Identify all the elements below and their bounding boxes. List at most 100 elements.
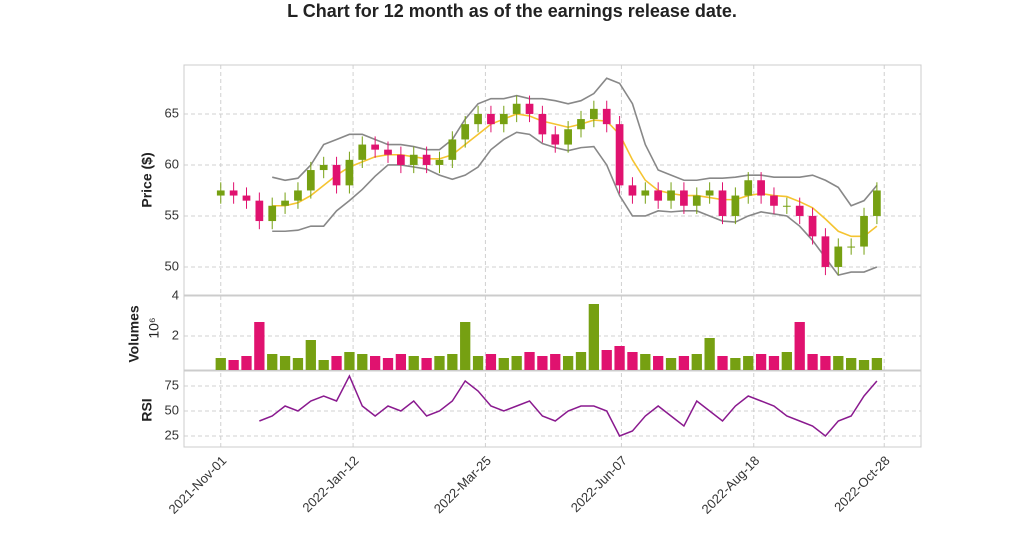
candle-body	[512, 103, 521, 114]
x-tick-label: 2022-Jun-07	[568, 453, 630, 515]
band-line	[272, 131, 878, 277]
volume-bar	[472, 356, 484, 370]
volume-bar	[279, 356, 291, 370]
y-axis-label: Volumes	[126, 305, 142, 363]
candle-body	[821, 236, 830, 267]
candle-body	[448, 139, 457, 160]
candle-body	[216, 190, 225, 196]
volume-bar	[858, 360, 870, 370]
volume-bar	[678, 356, 690, 370]
candle-body	[731, 195, 740, 216]
candle-body	[461, 124, 470, 140]
x-tick-label: 2022-Oct-28	[831, 453, 893, 515]
volume-bar	[485, 354, 497, 370]
volume-bar	[460, 322, 471, 370]
candle-body	[680, 190, 688, 206]
volume-bar	[241, 356, 252, 370]
candle-body	[422, 154, 431, 165]
volume-bar	[743, 356, 754, 370]
volume-bar	[267, 354, 278, 370]
volume-bar	[331, 356, 342, 370]
y-scale-label: 10⁶	[146, 317, 162, 338]
volume-bar	[601, 350, 612, 370]
x-tick-label: 2022-Jan-12	[299, 453, 361, 515]
candle-body	[808, 215, 817, 237]
band-line	[272, 113, 878, 238]
volume-bar	[794, 322, 805, 370]
candle-body	[371, 144, 380, 150]
volume-bar	[691, 354, 702, 370]
candle-body	[538, 113, 547, 135]
volume-bar	[254, 322, 265, 370]
panel-frame	[183, 370, 922, 448]
volume-bar	[498, 358, 509, 370]
candle-body	[319, 164, 328, 171]
volume-bar	[511, 356, 522, 370]
candle-body	[847, 246, 856, 248]
candle-body	[873, 190, 881, 216]
y-tick-label: 75	[165, 377, 179, 392]
candle-body	[397, 154, 405, 165]
volume-bar	[228, 360, 239, 370]
volume-bar	[215, 358, 226, 370]
candle-body	[834, 246, 843, 267]
x-tick-label: 2022-Aug-18	[699, 453, 763, 517]
y-tick-label: 2	[172, 327, 179, 342]
volume-bar	[871, 358, 883, 370]
candle-body	[345, 159, 354, 186]
candle-body	[628, 185, 637, 196]
band-line	[272, 77, 878, 207]
candle-body	[435, 159, 444, 165]
volume-bar	[357, 354, 368, 370]
y-axis-label: RSI	[139, 398, 155, 421]
volume-bar	[524, 352, 535, 370]
x-tick-label: 2021-Nov-01	[166, 453, 230, 517]
panel-frame	[183, 64, 922, 296]
volume-bar	[292, 358, 304, 370]
candle-body	[525, 103, 534, 114]
volume-bar	[820, 356, 831, 370]
volume-bar	[768, 356, 780, 370]
y-tick-label: 60	[165, 156, 179, 171]
candle-body	[744, 180, 753, 196]
volume-bar	[653, 356, 664, 370]
volume-bar	[575, 352, 587, 370]
y-tick-label: 50	[165, 258, 179, 273]
candle-body	[409, 154, 418, 165]
candle-body	[358, 144, 367, 160]
rsi-line	[259, 374, 878, 438]
y-tick-label: 25	[165, 427, 179, 442]
candle-body	[757, 180, 765, 196]
volume-bar	[781, 352, 792, 370]
volume-bar	[833, 356, 844, 370]
candle-body	[782, 205, 791, 207]
candle-body	[306, 170, 315, 191]
candle-body	[654, 190, 663, 201]
candle-body	[332, 164, 341, 186]
candle-body	[268, 205, 277, 222]
volume-bar	[755, 354, 767, 370]
volume-bar	[627, 352, 638, 370]
volume-bar	[537, 356, 548, 370]
volume-bar	[382, 358, 394, 370]
y-tick-label: 50	[165, 402, 179, 417]
candle-body	[602, 108, 611, 125]
volume-bar	[704, 338, 715, 370]
candle-body	[499, 113, 508, 125]
candle-body	[577, 119, 585, 130]
volume-bar	[807, 354, 818, 370]
volume-bar	[730, 358, 741, 370]
candle-body	[589, 108, 598, 120]
volume-bar	[614, 346, 625, 370]
candle-body	[255, 200, 264, 222]
chart-title: L Chart for 12 month as of the earnings …	[287, 1, 737, 21]
candle-body	[551, 134, 560, 145]
volume-bar	[640, 354, 651, 370]
volume-bar	[369, 356, 381, 370]
candle-body	[641, 190, 650, 196]
volume-bar	[562, 356, 574, 370]
candle-body	[474, 113, 482, 125]
volume-bar	[395, 354, 407, 370]
y-tick-label: 55	[165, 207, 179, 222]
candle-body	[718, 190, 727, 216]
